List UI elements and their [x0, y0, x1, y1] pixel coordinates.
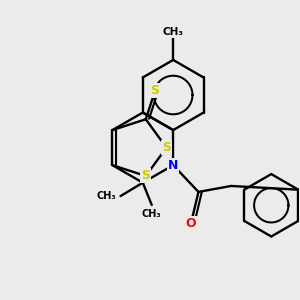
- Text: CH₃: CH₃: [96, 191, 116, 201]
- Text: CH₃: CH₃: [142, 209, 161, 219]
- Text: CH₃: CH₃: [163, 27, 184, 37]
- Text: O: O: [186, 217, 196, 230]
- Text: S: S: [151, 84, 160, 98]
- Text: N: N: [168, 159, 178, 172]
- Text: S: S: [141, 169, 150, 182]
- Text: S: S: [162, 141, 171, 154]
